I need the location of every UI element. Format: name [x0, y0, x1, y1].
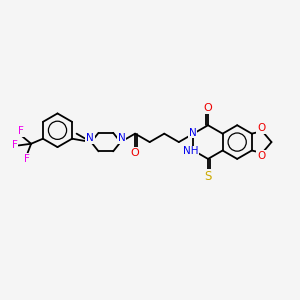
Text: O: O [257, 151, 265, 161]
Text: N: N [118, 133, 125, 143]
Text: O: O [131, 148, 140, 158]
Text: N: N [86, 133, 94, 143]
Text: S: S [204, 170, 212, 183]
Text: O: O [204, 103, 212, 113]
Text: O: O [257, 123, 265, 133]
Text: F: F [18, 126, 24, 136]
Text: F: F [12, 140, 17, 150]
Text: F: F [24, 154, 30, 164]
Text: NH: NH [183, 146, 198, 157]
Text: N: N [189, 128, 196, 138]
